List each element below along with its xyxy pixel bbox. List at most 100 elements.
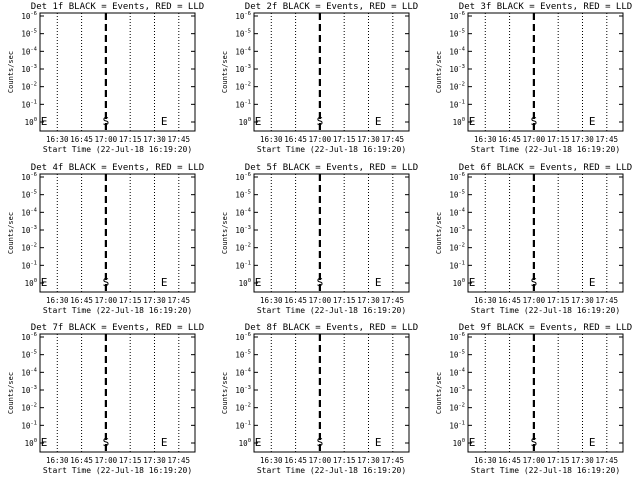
event-marker-s: S (103, 115, 110, 128)
y-tick-label: 10-5 (449, 350, 465, 360)
y-tick-label: 10-1 (21, 260, 37, 270)
panel-title: Det 3f BLACK = Events, RED = LLD (459, 2, 632, 12)
y-tick-label: 10-2 (21, 403, 37, 413)
y-tick-label: 10-3 (235, 64, 251, 74)
x-axis-label: Start Time (22-Jul-18 16:19:20) (43, 306, 192, 315)
event-marker-e: E (589, 276, 596, 289)
y-axis-label: Counts/sec (7, 212, 15, 254)
x-tick-label: 17:45 (168, 135, 191, 144)
x-tick-label: 16:45 (284, 135, 307, 144)
x-axis-label: Start Time (22-Jul-18 16:19:20) (471, 145, 620, 154)
event-marker-s: S (531, 276, 538, 289)
x-tick-label: 17:00 (309, 456, 332, 465)
x-tick-label: 17:45 (382, 296, 405, 305)
y-tick-label: 100 (25, 117, 37, 127)
y-tick-label: 10-4 (235, 367, 251, 377)
x-tick-label: 16:30 (260, 456, 283, 465)
event-marker-e: E (589, 436, 596, 449)
plot-frame (467, 12, 624, 132)
y-tick-label: 10-1 (449, 420, 465, 430)
chart-panel-1: Det 1f BLACK = Events, RED = LLD 100 10-1 1… (7, 2, 204, 154)
y-tick-label: 100 (239, 278, 251, 288)
panel-title: Det 5f BLACK = Events, RED = LLD (245, 163, 418, 173)
x-tick-label: 17:30 (357, 296, 380, 305)
y-tick-label: 10-1 (235, 420, 251, 430)
event-marker-e: E (255, 276, 262, 289)
event-marker-e: E (41, 115, 48, 128)
y-tick-label: 10-4 (235, 46, 251, 56)
y-tick-label: 10-4 (449, 367, 465, 377)
y-tick-label: 100 (25, 438, 37, 448)
x-tick-label: 17:00 (523, 296, 546, 305)
x-tick-label: 17:30 (143, 135, 166, 144)
event-marker-e: E (255, 436, 262, 449)
event-marker-e: E (161, 276, 168, 289)
x-axis-label: Start Time (22-Jul-18 16:19:20) (471, 306, 620, 315)
plot-frame (253, 333, 410, 453)
y-tick-label: 10-5 (235, 29, 251, 39)
x-tick-label: 17:00 (523, 135, 546, 144)
chart-panel-7: Det 7f BLACK = Events, RED = LLD 100 10-1 1… (7, 323, 204, 475)
y-tick-label: 10-1 (21, 420, 37, 430)
y-axis-label: Counts/sec (435, 372, 443, 414)
event-marker-e: E (469, 276, 476, 289)
event-marker-s: S (317, 436, 324, 449)
y-tick-label: 10-2 (449, 82, 465, 92)
chart-panel-8: Det 8f BLACK = Events, RED = LLD 100 10-1 1… (221, 323, 418, 475)
x-tick-label: 17:45 (168, 456, 191, 465)
x-tick-label: 16:45 (498, 296, 521, 305)
x-tick-label: 17:30 (571, 135, 594, 144)
event-marker-e: E (255, 115, 262, 128)
x-tick-label: 16:30 (260, 296, 283, 305)
y-tick-label: 10-1 (235, 99, 251, 109)
event-marker-e: E (469, 436, 476, 449)
y-tick-label: 100 (239, 117, 251, 127)
x-tick-label: 17:45 (596, 456, 619, 465)
panel-title: Det 7f BLACK = Events, RED = LLD (31, 323, 204, 333)
y-tick-label: 10-3 (235, 225, 251, 235)
y-tick-label: 100 (25, 278, 37, 288)
y-tick-label: 100 (453, 278, 465, 288)
y-tick-label: 100 (453, 117, 465, 127)
y-tick-label: 10-2 (21, 82, 37, 92)
y-tick-label: 10-6 (21, 332, 37, 342)
y-tick-label: 10-2 (235, 403, 251, 413)
x-tick-label: 17:00 (309, 135, 332, 144)
x-tick-label: 17:45 (382, 456, 405, 465)
y-tick-label: 10-5 (235, 190, 251, 200)
chart-panel-5: Det 5f BLACK = Events, RED = LLD 100 10-1 1… (221, 163, 418, 315)
x-axis-label: Start Time (22-Jul-18 16:19:20) (43, 466, 192, 475)
y-axis-label: Counts/sec (7, 372, 15, 414)
y-axis-label: Counts/sec (435, 51, 443, 93)
y-tick-label: 10-3 (449, 64, 465, 74)
y-tick-label: 10-1 (235, 260, 251, 270)
event-marker-s: S (531, 436, 538, 449)
event-marker-e: E (375, 115, 382, 128)
y-tick-label: 10-2 (449, 243, 465, 253)
event-marker-e: E (41, 436, 48, 449)
x-tick-label: 17:00 (95, 135, 118, 144)
y-tick-label: 10-3 (449, 225, 465, 235)
y-tick-label: 10-5 (21, 350, 37, 360)
y-tick-label: 10-6 (449, 11, 465, 21)
x-tick-label: 17:30 (357, 135, 380, 144)
x-tick-label: 16:45 (498, 456, 521, 465)
y-tick-label: 10-5 (235, 350, 251, 360)
plot-frame (39, 173, 196, 293)
y-axis-label: Counts/sec (221, 51, 229, 93)
x-axis-label: Start Time (22-Jul-18 16:19:20) (257, 306, 406, 315)
y-tick-label: 10-6 (235, 332, 251, 342)
y-tick-label: 10-5 (449, 190, 465, 200)
event-marker-e: E (161, 436, 168, 449)
y-tick-label: 100 (239, 438, 251, 448)
x-tick-label: 16:30 (260, 135, 283, 144)
event-marker-e: E (589, 115, 596, 128)
x-tick-label: 16:45 (284, 296, 307, 305)
y-tick-label: 10-6 (21, 172, 37, 182)
panel-title: Det 1f BLACK = Events, RED = LLD (31, 2, 204, 12)
y-tick-label: 10-1 (21, 99, 37, 109)
y-tick-label: 10-3 (449, 385, 465, 395)
y-tick-label: 10-6 (449, 172, 465, 182)
x-tick-label: 16:45 (70, 135, 93, 144)
event-marker-s: S (103, 276, 110, 289)
